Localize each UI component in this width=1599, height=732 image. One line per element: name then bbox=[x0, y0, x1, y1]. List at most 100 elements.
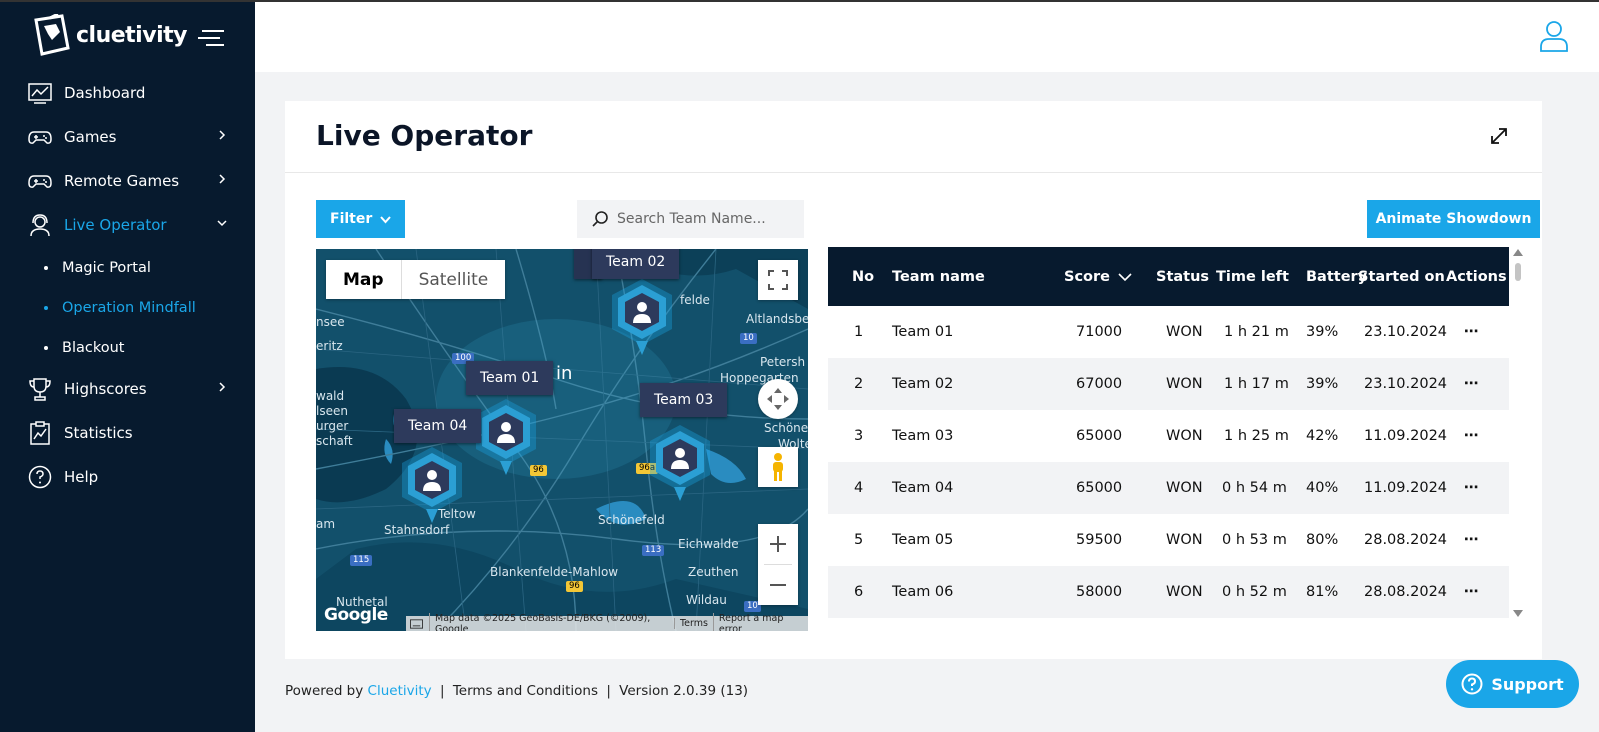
sidebar-item-games[interactable]: Games bbox=[28, 122, 228, 152]
sidebar-item-label: Help bbox=[64, 468, 99, 486]
help-circle-icon bbox=[1461, 673, 1483, 695]
team-location-marker[interactable] bbox=[606, 277, 678, 359]
support-button[interactable]: Support bbox=[1446, 660, 1579, 708]
sidebar-subitem-magic-portal[interactable]: Magic Portal bbox=[44, 256, 151, 280]
filter-button[interactable]: Filter bbox=[316, 200, 405, 238]
bullet-dot bbox=[44, 346, 48, 350]
sidebar-item-help[interactable]: Help bbox=[28, 462, 228, 492]
minus-icon bbox=[770, 584, 786, 586]
fullscreen-button[interactable] bbox=[758, 260, 798, 300]
map-place-label: am bbox=[316, 517, 336, 531]
map-pan-control[interactable] bbox=[758, 379, 798, 419]
map-place-label: Petersh bbox=[760, 355, 806, 369]
sort-chevron-down-icon bbox=[1118, 272, 1132, 281]
table-scrollbar[interactable] bbox=[1511, 247, 1525, 619]
road-number-badge: 96 bbox=[530, 465, 547, 476]
cell-status: WON bbox=[1166, 376, 1203, 392]
map-team-label[interactable]: Team 02 bbox=[592, 249, 680, 279]
map-place-label: Eichwalde bbox=[678, 537, 739, 551]
row-actions-menu[interactable]: ⋯ bbox=[1464, 376, 1480, 392]
map-team-label[interactable]: Team 03 bbox=[640, 383, 728, 417]
report-map-error-link[interactable]: Report a map error bbox=[712, 612, 808, 631]
table-row[interactable]: 3 Team 03 65000 WON 1 h 25 m 42% 11.09.2… bbox=[828, 410, 1509, 462]
sidebar-item-label: Games bbox=[64, 128, 117, 146]
map-place-label: in bbox=[556, 363, 573, 384]
column-header-battery: Battery bbox=[1306, 268, 1368, 285]
row-actions-menu[interactable]: ⋯ bbox=[1464, 324, 1480, 340]
row-actions-menu[interactable]: ⋯ bbox=[1464, 428, 1480, 444]
sidebar-item-dashboard[interactable]: Dashboard bbox=[28, 78, 228, 108]
road-number-badge: 10 bbox=[740, 333, 757, 344]
cell-time-left: 0 h 54 m bbox=[1222, 480, 1287, 496]
cell-status: WON bbox=[1166, 584, 1203, 600]
map-type-satellite-button[interactable]: Satellite bbox=[400, 260, 506, 299]
trophy-icon bbox=[29, 378, 51, 401]
sidebar-subitem-blackout[interactable]: Blackout bbox=[44, 336, 124, 360]
road-number-badge: 10 bbox=[744, 601, 761, 612]
sidebar-item-statistics[interactable]: Statistics bbox=[28, 418, 228, 448]
table-row[interactable]: 5 Team 05 59500 WON 0 h 53 m 80% 28.08.2… bbox=[828, 514, 1509, 566]
map[interactable]: nsee eritz wald lseen urger schaft am in… bbox=[316, 249, 808, 631]
footer: Powered by Cluetivity | Terms and Condit… bbox=[285, 683, 748, 699]
footer-terms-link[interactable]: Terms and Conditions bbox=[452, 683, 599, 699]
footer-version: Version 2.0.39 (13) bbox=[619, 683, 749, 699]
chevron-right-icon bbox=[219, 382, 226, 392]
map-team-label[interactable]: Team 01 bbox=[466, 361, 554, 395]
search-box bbox=[577, 200, 804, 238]
map-place-label: urger bbox=[316, 419, 349, 433]
expand-icon[interactable] bbox=[1490, 127, 1508, 145]
row-actions-menu[interactable]: ⋯ bbox=[1464, 532, 1480, 548]
cell-started-on: 11.09.2024 bbox=[1364, 428, 1448, 444]
cell-battery: 80% bbox=[1306, 532, 1339, 548]
sidebar-item-live-operator[interactable]: Live Operator bbox=[28, 210, 228, 240]
sidebar-item-highscores[interactable]: Highscores bbox=[28, 374, 228, 404]
animate-showdown-button[interactable]: Animate Showdown bbox=[1367, 200, 1540, 238]
cluetivity-logo-icon bbox=[34, 14, 70, 56]
column-header-team-name[interactable]: Team name bbox=[892, 268, 985, 285]
map-terms-link[interactable]: Terms bbox=[673, 618, 713, 629]
footer-cluetivity-link[interactable]: Cluetivity bbox=[367, 683, 432, 699]
map-team-label[interactable]: Team 04 bbox=[394, 409, 482, 443]
map-place-label: Altlandsbe bbox=[746, 312, 808, 326]
zoom-out-button[interactable] bbox=[758, 565, 798, 605]
row-actions-menu[interactable]: ⋯ bbox=[1464, 584, 1480, 600]
table-row[interactable]: 2 Team 02 67000 WON 1 h 17 m 39% 23.10.2… bbox=[828, 358, 1509, 410]
user-profile-icon[interactable] bbox=[1539, 20, 1569, 52]
chevron-down-icon bbox=[217, 220, 227, 227]
row-actions-menu[interactable]: ⋯ bbox=[1464, 480, 1480, 496]
gamepad-icon bbox=[28, 175, 52, 188]
cell-battery: 39% bbox=[1306, 376, 1339, 392]
cell-time-left: 0 h 52 m bbox=[1222, 584, 1287, 600]
sidebar-item-label: Highscores bbox=[64, 380, 147, 398]
brand[interactable]: cluetivity bbox=[32, 14, 187, 56]
team-location-marker[interactable] bbox=[470, 397, 542, 479]
window-top-border bbox=[0, 0, 1599, 2]
sidebar-item-remote-games[interactable]: Remote Games bbox=[28, 166, 228, 196]
table-row[interactable]: 1 Team 01 71000 WON 1 h 21 m 39% 23.10.2… bbox=[828, 306, 1509, 358]
cell-status: WON bbox=[1166, 324, 1203, 340]
cell-team-name: Team 01 bbox=[892, 324, 954, 340]
map-place-label: Teltow bbox=[438, 507, 476, 521]
cell-team-name: Team 02 bbox=[892, 376, 954, 392]
google-logo: Google bbox=[324, 605, 388, 625]
table-row[interactable]: 6 Team 06 58000 WON 0 h 52 m 81% 28.08.2… bbox=[828, 566, 1509, 618]
menu-toggle-icon[interactable] bbox=[198, 28, 224, 48]
cell-started-on: 23.10.2024 bbox=[1364, 324, 1448, 340]
zoom-in-button[interactable] bbox=[758, 524, 798, 564]
sidebar-subitem-operation-mindfall[interactable]: Operation Mindfall bbox=[44, 296, 196, 320]
team-location-marker[interactable] bbox=[644, 423, 716, 505]
team-location-marker[interactable] bbox=[396, 445, 468, 527]
keyboard-icon[interactable] bbox=[410, 618, 423, 629]
map-type-map-button[interactable]: Map bbox=[343, 269, 384, 290]
search-input[interactable] bbox=[617, 211, 797, 227]
table-row[interactable]: 4 Team 04 65000 WON 0 h 54 m 40% 11.09.2… bbox=[828, 462, 1509, 514]
cell-no: 2 bbox=[854, 376, 864, 392]
cell-status: WON bbox=[1166, 480, 1203, 496]
street-view-pegman[interactable] bbox=[758, 447, 798, 487]
sidebar-item-label: Statistics bbox=[64, 424, 133, 442]
road-number-badge: 113 bbox=[642, 545, 665, 556]
column-header-score[interactable]: Score bbox=[1064, 247, 1132, 306]
road-number-badge: 100 bbox=[452, 353, 475, 364]
cell-score: 65000 bbox=[1076, 428, 1123, 444]
table-header: No Team name Score Status Time left Batt… bbox=[828, 247, 1509, 306]
